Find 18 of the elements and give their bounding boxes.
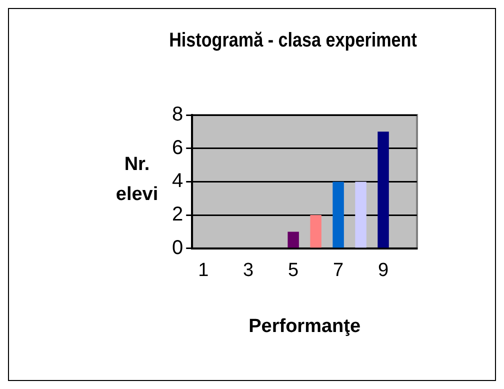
bar	[378, 132, 389, 248]
x-axis-title: Performanţe	[248, 316, 361, 337]
bar	[355, 182, 366, 248]
y-tick-label: 2	[172, 204, 184, 226]
chart-title: Histogramă - clasa experiment	[169, 28, 417, 51]
x-tick-label: 3	[243, 260, 254, 282]
x-tick-label: 7	[333, 260, 344, 282]
y-tick-label: 8	[172, 104, 184, 126]
x-tick-label: 1	[198, 260, 209, 282]
bar	[288, 232, 299, 248]
x-tick-label: 5	[288, 260, 299, 282]
y-axis-title: Nr. elevi	[116, 154, 158, 206]
bar	[332, 182, 344, 248]
y-tick-label: 6	[172, 136, 184, 159]
y-tick-label: 4	[172, 170, 184, 192]
y-tick-label: 0	[172, 236, 184, 259]
bar	[310, 215, 322, 248]
x-tick-label: 9	[378, 260, 389, 282]
